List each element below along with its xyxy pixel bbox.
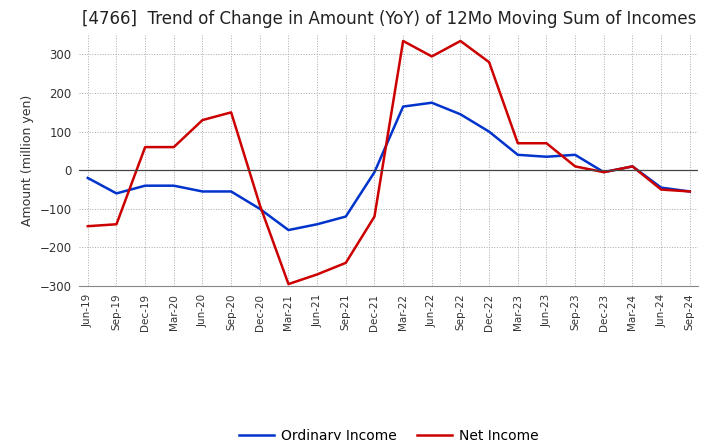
Ordinary Income	[485, 129, 493, 134]
Net Income	[84, 224, 92, 229]
Ordinary Income	[456, 112, 465, 117]
Legend: Ordinary Income, Net Income: Ordinary Income, Net Income	[233, 423, 544, 440]
Ordinary Income	[341, 214, 350, 219]
Net Income	[312, 272, 321, 277]
Net Income	[485, 59, 493, 65]
Net Income	[256, 202, 264, 208]
Net Income	[284, 282, 293, 287]
Ordinary Income	[542, 154, 551, 159]
Ordinary Income	[428, 100, 436, 105]
Net Income	[571, 164, 580, 169]
Net Income	[112, 222, 121, 227]
Title: [4766]  Trend of Change in Amount (YoY) of 12Mo Moving Sum of Incomes: [4766] Trend of Change in Amount (YoY) o…	[81, 10, 696, 28]
Net Income	[341, 260, 350, 265]
Net Income	[198, 117, 207, 123]
Net Income	[456, 38, 465, 44]
Net Income	[600, 169, 608, 175]
Net Income	[628, 164, 636, 169]
Ordinary Income	[312, 222, 321, 227]
Ordinary Income	[84, 175, 92, 180]
Ordinary Income	[284, 227, 293, 233]
Ordinary Income	[399, 104, 408, 109]
Ordinary Income	[685, 189, 694, 194]
Net Income	[399, 38, 408, 44]
Ordinary Income	[657, 185, 665, 190]
Ordinary Income	[169, 183, 178, 188]
Ordinary Income	[141, 183, 150, 188]
Line: Net Income: Net Income	[88, 41, 690, 284]
Ordinary Income	[513, 152, 522, 158]
Net Income	[513, 141, 522, 146]
Net Income	[141, 144, 150, 150]
Ordinary Income	[370, 169, 379, 175]
Ordinary Income	[600, 169, 608, 175]
Ordinary Income	[227, 189, 235, 194]
Net Income	[657, 187, 665, 192]
Net Income	[370, 214, 379, 219]
Y-axis label: Amount (million yen): Amount (million yen)	[21, 95, 34, 226]
Ordinary Income	[628, 164, 636, 169]
Net Income	[685, 189, 694, 194]
Net Income	[227, 110, 235, 115]
Net Income	[169, 144, 178, 150]
Ordinary Income	[198, 189, 207, 194]
Ordinary Income	[256, 206, 264, 212]
Net Income	[428, 54, 436, 59]
Line: Ordinary Income: Ordinary Income	[88, 103, 690, 230]
Ordinary Income	[112, 191, 121, 196]
Net Income	[542, 141, 551, 146]
Ordinary Income	[571, 152, 580, 158]
